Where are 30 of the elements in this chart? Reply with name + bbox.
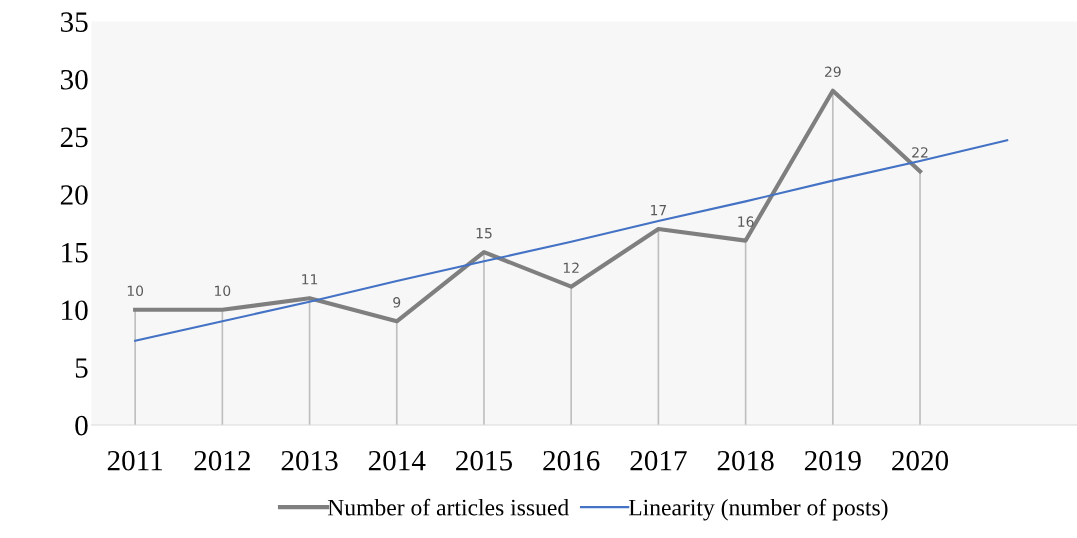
y-tick-label: 20: [60, 185, 88, 205]
x-tick-label: 2020: [892, 450, 949, 471]
y-tick-label: 10: [62, 300, 88, 321]
data-label: 9: [393, 297, 401, 308]
y-tick-label: 30: [61, 69, 88, 90]
data-label: 11: [302, 274, 318, 285]
x-tick-label: 2015: [456, 450, 513, 471]
data-label: 12: [563, 262, 579, 273]
x-tick-label: 2013: [281, 450, 338, 471]
x-tick-label: 2016: [543, 450, 600, 471]
legend-label: Number of articles issued: [327, 498, 569, 516]
y-tick-label: 35: [61, 12, 88, 32]
x-tick-label: 2017: [630, 450, 687, 471]
data-label: 22: [912, 147, 928, 158]
data-label: 16: [738, 216, 754, 227]
y-tick-label: 0: [75, 415, 88, 436]
data-label: 10: [127, 285, 144, 297]
x-tick-label: 2014: [368, 450, 426, 471]
x-tick-label: 2012: [194, 450, 250, 471]
y-tick-label: 15: [62, 242, 88, 263]
legend-label: Linearity (number of posts): [628, 498, 888, 521]
data-label: 15: [476, 228, 492, 239]
x-tick-label: 2011: [107, 450, 163, 471]
data-label: 10: [215, 285, 231, 297]
data-label: 29: [825, 66, 841, 77]
x-tick-label: 2019: [804, 450, 861, 471]
y-tick-label: 5: [75, 358, 88, 378]
y-tick-label: 25: [60, 127, 88, 148]
data-label: 17: [651, 205, 667, 216]
x-tick-label: 2018: [717, 450, 774, 471]
